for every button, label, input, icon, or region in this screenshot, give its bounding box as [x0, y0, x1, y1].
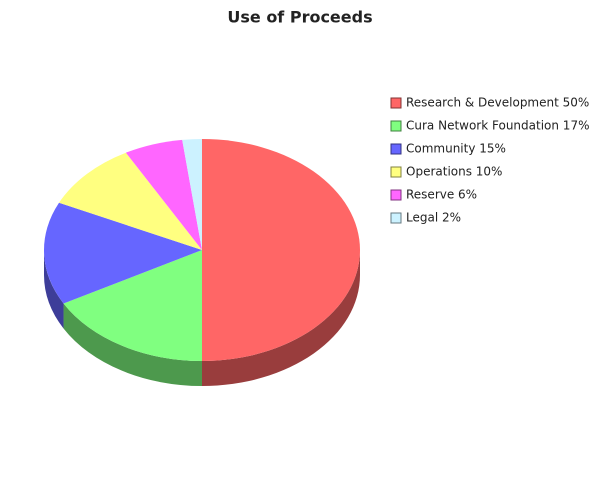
legend-label: Operations 10%	[406, 165, 502, 179]
slice	[125, 139, 202, 250]
slice	[59, 152, 203, 250]
legend-label: Cura Network Foundation 17%	[406, 119, 589, 133]
legend-label: Research & Development 50%	[406, 96, 589, 110]
legend-swatch	[390, 143, 402, 155]
legend-label: Legal 2%	[406, 211, 461, 225]
slice	[202, 139, 360, 361]
legend-swatch	[390, 166, 402, 178]
slice-side	[63, 303, 202, 386]
legend-label: Community 15%	[406, 142, 506, 156]
slice	[43, 202, 202, 304]
slice-side	[202, 250, 360, 386]
chart-title: Use of Proceeds	[227, 8, 372, 27]
legend-swatch	[390, 120, 402, 132]
slice-side	[44, 250, 64, 329]
legend-swatch	[390, 189, 402, 201]
legend-label: Reserve 6%	[406, 188, 477, 202]
legend-swatch	[390, 212, 402, 224]
legend-swatch	[390, 97, 402, 109]
slice	[63, 250, 202, 361]
slice	[182, 139, 202, 250]
